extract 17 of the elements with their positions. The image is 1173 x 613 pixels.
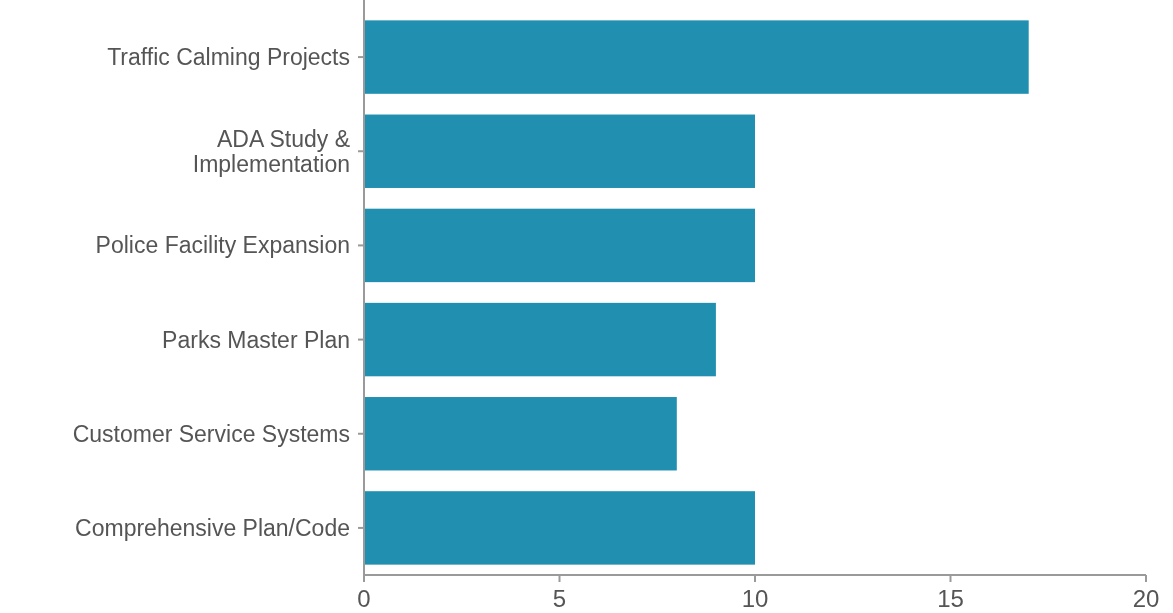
- bar: [364, 397, 677, 471]
- y-tick-label: ADA Study & Implementation: [192, 125, 350, 177]
- bar: [364, 20, 1029, 94]
- y-tick-label: Customer Service Systems: [72, 420, 350, 447]
- bar: [364, 114, 755, 188]
- x-tick-label: 0: [357, 585, 371, 612]
- bar: [364, 302, 716, 377]
- x-tick-label: 15: [937, 585, 964, 612]
- bar: [364, 491, 755, 565]
- y-tick-label: Parks Master Plan: [162, 326, 350, 353]
- x-tick-label: 5: [552, 585, 567, 612]
- bar: [364, 208, 755, 283]
- x-tick-label: 20: [1132, 585, 1160, 612]
- y-tick-label: Traffic Calming Projects: [107, 44, 350, 71]
- y-tick-label: Police Facility Expansion: [95, 232, 350, 259]
- y-tick-label: Comprehensive Plan/Code: [75, 514, 350, 541]
- x-tick-label: 10: [741, 585, 769, 612]
